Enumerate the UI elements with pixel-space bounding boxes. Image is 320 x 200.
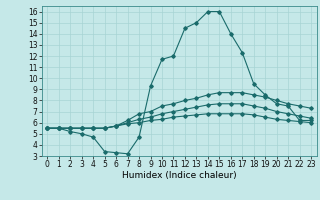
X-axis label: Humidex (Indice chaleur): Humidex (Indice chaleur) bbox=[122, 171, 236, 180]
